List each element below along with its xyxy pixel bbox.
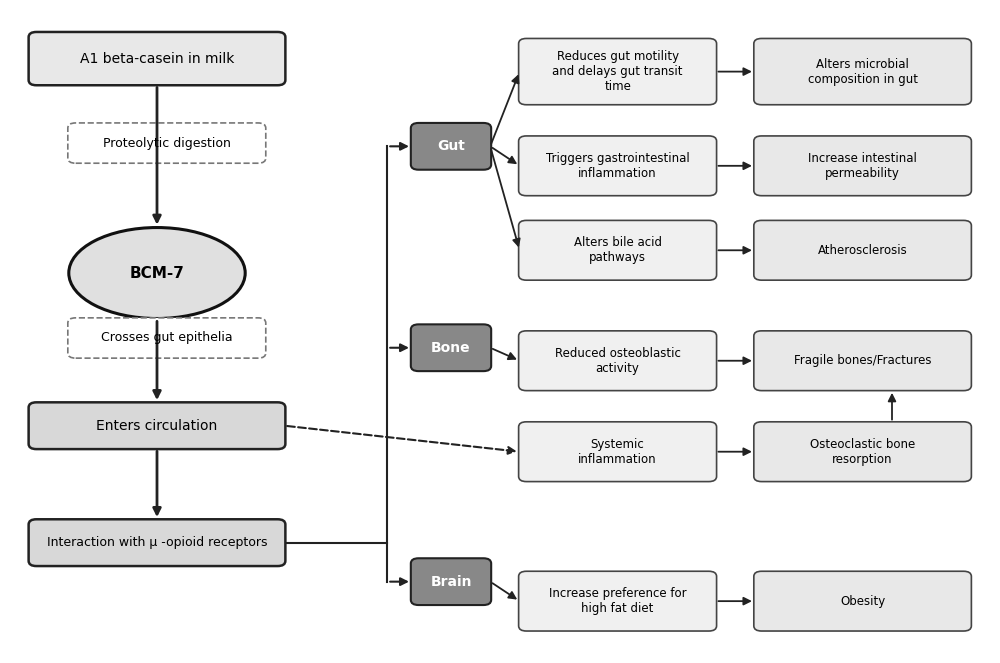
FancyBboxPatch shape — [754, 220, 971, 280]
Text: Alters bile acid
pathways: Alters bile acid pathways — [574, 236, 662, 265]
Text: Bone: Bone — [431, 341, 471, 355]
Text: Gut: Gut — [437, 139, 465, 153]
Ellipse shape — [69, 227, 245, 318]
FancyBboxPatch shape — [519, 572, 717, 631]
Text: Osteoclastic bone
resorption: Osteoclastic bone resorption — [810, 438, 915, 465]
Text: Reduces gut motility
and delays gut transit
time: Reduces gut motility and delays gut tran… — [552, 50, 683, 93]
Text: BCM-7: BCM-7 — [130, 265, 184, 280]
FancyBboxPatch shape — [411, 558, 491, 605]
FancyBboxPatch shape — [29, 519, 285, 566]
Text: A1 beta-casein in milk: A1 beta-casein in milk — [80, 52, 234, 66]
FancyBboxPatch shape — [29, 402, 285, 449]
FancyBboxPatch shape — [754, 38, 971, 105]
FancyBboxPatch shape — [754, 331, 971, 391]
FancyBboxPatch shape — [519, 38, 717, 105]
Text: Brain: Brain — [430, 575, 472, 589]
Text: Triggers gastrointestinal
inflammation: Triggers gastrointestinal inflammation — [546, 152, 689, 180]
Text: Increase intestinal
permeability: Increase intestinal permeability — [808, 152, 917, 180]
FancyBboxPatch shape — [519, 422, 717, 481]
FancyBboxPatch shape — [68, 318, 266, 358]
FancyBboxPatch shape — [754, 136, 971, 196]
Text: Interaction with μ -opioid receptors: Interaction with μ -opioid receptors — [47, 536, 267, 549]
Text: Fragile bones/Fractures: Fragile bones/Fractures — [794, 354, 931, 367]
FancyBboxPatch shape — [411, 324, 491, 371]
FancyBboxPatch shape — [754, 572, 971, 631]
FancyBboxPatch shape — [519, 136, 717, 196]
Text: Crosses gut epithelia: Crosses gut epithelia — [101, 332, 233, 345]
FancyBboxPatch shape — [68, 123, 266, 163]
FancyBboxPatch shape — [519, 331, 717, 391]
FancyBboxPatch shape — [411, 123, 491, 170]
FancyBboxPatch shape — [29, 32, 285, 86]
Text: Obesity: Obesity — [840, 595, 885, 608]
Text: Atherosclerosis: Atherosclerosis — [818, 244, 907, 257]
Text: Alters microbial
composition in gut: Alters microbial composition in gut — [808, 58, 918, 86]
Text: Increase preference for
high fat diet: Increase preference for high fat diet — [549, 587, 686, 615]
Text: Systemic
inflammation: Systemic inflammation — [578, 438, 657, 465]
Text: Proteolytic digestion: Proteolytic digestion — [103, 137, 231, 150]
FancyBboxPatch shape — [519, 220, 717, 280]
Text: Enters circulation: Enters circulation — [96, 419, 218, 433]
FancyBboxPatch shape — [754, 422, 971, 481]
Text: Reduced osteoblastic
activity: Reduced osteoblastic activity — [555, 347, 681, 375]
